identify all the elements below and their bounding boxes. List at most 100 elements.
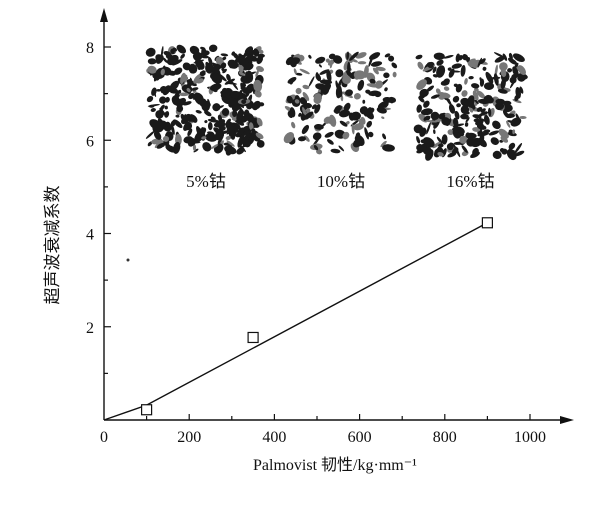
grain <box>424 111 427 115</box>
grain <box>323 116 332 124</box>
grain <box>318 64 322 68</box>
grain <box>315 73 322 82</box>
grain <box>469 104 474 108</box>
grain <box>298 136 306 142</box>
grain <box>172 119 176 127</box>
grain <box>519 86 524 94</box>
grain <box>245 83 255 94</box>
grain <box>294 99 300 104</box>
grain <box>499 147 505 153</box>
grain <box>145 47 156 57</box>
grain <box>217 114 223 122</box>
grain <box>502 103 513 113</box>
grain <box>446 143 454 151</box>
grain <box>205 62 214 74</box>
grain <box>391 62 398 69</box>
grain <box>286 95 293 104</box>
grain <box>362 107 366 117</box>
grain <box>150 108 156 112</box>
grain <box>426 85 435 92</box>
grain <box>472 147 479 156</box>
grain <box>162 125 174 130</box>
grain <box>256 139 265 148</box>
grain <box>326 69 332 83</box>
y-tick-label: 2 <box>86 320 94 337</box>
grain <box>498 128 509 139</box>
grain <box>243 96 248 101</box>
grain <box>507 68 513 73</box>
grain <box>515 87 521 99</box>
grain <box>464 122 469 127</box>
grain <box>447 67 452 71</box>
grain <box>159 86 168 94</box>
grain <box>480 108 486 113</box>
grain <box>355 132 361 139</box>
grain <box>493 73 499 86</box>
grain <box>456 103 461 108</box>
grain <box>381 116 385 119</box>
grain <box>162 57 168 63</box>
grain <box>176 104 184 113</box>
grain <box>160 68 165 76</box>
grain <box>366 120 372 128</box>
grain <box>240 86 246 90</box>
grain <box>201 55 209 59</box>
grain <box>255 132 264 139</box>
grain <box>164 105 168 110</box>
grain <box>182 62 191 71</box>
grain <box>482 66 487 71</box>
grain <box>465 117 470 123</box>
grain <box>295 87 302 95</box>
grain <box>255 69 259 78</box>
grain <box>472 127 481 132</box>
grain <box>469 107 474 113</box>
grain <box>254 90 262 98</box>
grain <box>417 61 424 70</box>
grain <box>477 137 487 148</box>
grain <box>146 96 154 103</box>
grain <box>460 113 469 120</box>
grain <box>466 137 476 147</box>
grain <box>213 127 224 137</box>
grain <box>497 88 508 94</box>
grain <box>152 88 157 98</box>
grain <box>241 99 247 105</box>
grain <box>492 150 502 160</box>
grain <box>221 108 230 116</box>
grain <box>375 66 386 72</box>
grain <box>315 56 326 64</box>
grain <box>313 144 319 151</box>
grain <box>369 78 376 85</box>
x-tick-label: 1000 <box>514 429 546 446</box>
x-tick-label: 0 <box>100 429 108 446</box>
grain <box>194 59 205 70</box>
grain <box>256 117 263 127</box>
grain <box>259 49 264 54</box>
grain <box>425 120 438 123</box>
grain <box>345 89 353 97</box>
grain <box>454 110 460 120</box>
grain <box>313 93 322 101</box>
x-axis-arrow <box>560 416 574 424</box>
grain <box>362 99 366 104</box>
grain <box>357 61 367 65</box>
grain <box>210 144 219 150</box>
grain <box>189 139 196 146</box>
grain <box>246 70 254 83</box>
grain <box>471 83 480 89</box>
inset-label: 10%钴 <box>317 172 365 191</box>
grain <box>302 106 307 117</box>
grain <box>506 120 511 128</box>
grain <box>251 128 256 134</box>
grain <box>242 82 246 87</box>
grain <box>221 87 231 98</box>
grain <box>426 62 434 69</box>
grain <box>238 71 245 76</box>
grain <box>351 123 355 135</box>
grain <box>370 61 383 67</box>
grain <box>172 59 183 66</box>
grain <box>465 132 477 140</box>
grain <box>209 134 223 138</box>
grain <box>436 59 444 66</box>
grain <box>453 83 459 88</box>
